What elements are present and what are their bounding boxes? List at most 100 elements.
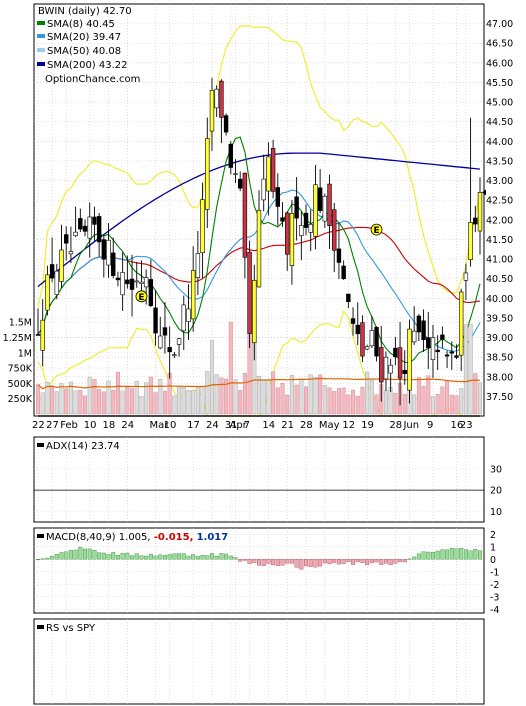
candle-body <box>289 213 295 266</box>
date-tick-label: 28 <box>389 420 402 431</box>
macd-histogram-bar <box>238 559 243 562</box>
volume-tick-label: 1.5M <box>9 318 32 329</box>
macd-histogram-bar <box>97 552 102 560</box>
volume-bar <box>416 377 421 415</box>
legend-sma50: SMA(50) 40.08 <box>47 46 121 57</box>
price-tick-label: 44.50 <box>486 117 513 128</box>
macd-plot-area <box>33 527 485 614</box>
volume-bar <box>101 391 106 415</box>
macd-histogram-bar <box>111 552 116 560</box>
candle-body <box>139 281 144 284</box>
candle-body <box>440 334 445 340</box>
macd-histogram-bar <box>54 554 59 560</box>
legend-swatch-sma8 <box>37 21 45 25</box>
macd-histogram-bar <box>266 559 271 564</box>
macd-histogram-bar <box>322 559 327 564</box>
macd-histogram-bar <box>139 555 144 560</box>
macd-histogram-bar <box>261 559 266 566</box>
macd-histogram-bar <box>247 559 252 564</box>
candle-body <box>167 347 172 353</box>
volume-bar <box>365 371 370 415</box>
candle-body <box>256 210 262 288</box>
candle-body <box>463 272 469 281</box>
macd-histogram-bar <box>445 549 450 560</box>
rs-panel: RS vs SPY <box>33 415 485 705</box>
candle-body <box>379 347 384 383</box>
adx-panel: 30 20 10 ADX(14) 23.74 <box>33 415 502 523</box>
candle-body <box>468 221 473 260</box>
macd-histogram-bar <box>209 553 214 560</box>
volume-bar <box>294 384 299 415</box>
candle-body <box>402 369 407 374</box>
sma200-line <box>37 152 481 288</box>
macd-histogram-bar <box>463 549 468 560</box>
volume-bar <box>402 393 407 415</box>
price-tick-label: 43.50 <box>486 156 513 167</box>
volume-bar <box>59 383 64 415</box>
candle-body <box>219 80 224 118</box>
macd-histogram-bar <box>280 559 285 566</box>
candle-body <box>143 277 149 288</box>
candle-body <box>101 239 107 260</box>
volume-bar <box>153 392 158 415</box>
macd-histogram-bar <box>106 554 111 560</box>
candle-body <box>68 251 74 255</box>
volume-bar <box>134 381 139 415</box>
candle-body <box>322 195 328 222</box>
price-tick-label: 42.50 <box>486 196 513 207</box>
macd-histogram-bar <box>318 559 323 567</box>
volume-bar <box>459 388 464 415</box>
volume-bar <box>299 378 304 415</box>
candle-body <box>294 196 299 219</box>
price-tick-label: 47.00 <box>486 19 513 30</box>
macd-histogram-bar <box>186 555 191 560</box>
macd-histogram-bar <box>130 555 135 560</box>
volume-bar <box>271 371 276 415</box>
date-tick-label: 14 <box>262 420 275 431</box>
legend-sma20: SMA(20) 39.47 <box>47 32 121 43</box>
candle-body <box>87 216 92 239</box>
candle-body <box>458 291 464 356</box>
macd-histogram-bar <box>219 553 224 560</box>
macd-histogram-bar <box>327 559 332 565</box>
macd-histogram-bar <box>92 550 97 560</box>
volume-average-line <box>37 377 481 390</box>
volume-bar <box>468 323 473 415</box>
candle-body <box>270 148 276 192</box>
price-tick-label: 38.50 <box>486 353 513 364</box>
adx-label-swatch <box>37 443 44 447</box>
volume-bar <box>332 391 337 415</box>
candle-body <box>162 327 168 336</box>
volume-bar <box>205 371 210 415</box>
candle-body <box>355 324 360 335</box>
macd-tick-label: 0 <box>490 555 496 566</box>
date-tick-label: 21 <box>281 420 294 431</box>
candle-body <box>313 184 318 237</box>
candle-body <box>111 252 116 276</box>
candle-body <box>209 90 215 132</box>
candle-body <box>134 280 139 283</box>
candle-body <box>195 253 201 279</box>
volume-bar <box>445 380 450 415</box>
candle-body <box>45 274 50 311</box>
macd-tick-label: -2 <box>490 580 499 591</box>
volume-bar <box>478 382 483 415</box>
volume-bar <box>40 392 45 415</box>
volume-bar <box>87 377 92 415</box>
macd-histogram-bar <box>388 559 393 566</box>
candle-body <box>285 212 290 255</box>
macd-histogram-bar <box>144 555 149 560</box>
macd-histogram-bar <box>233 557 238 560</box>
candle-body <box>449 351 454 354</box>
candle-body <box>82 225 88 232</box>
candle-body <box>261 178 266 201</box>
volume-bar <box>64 388 69 415</box>
date-tick-label: Mar <box>150 420 170 431</box>
volume-bar <box>111 389 116 415</box>
macd-histogram-bar <box>153 555 158 560</box>
candle-body <box>120 272 125 296</box>
last-price-pointer <box>482 189 486 196</box>
candle-body <box>96 216 102 243</box>
legend-swatch-sma20 <box>37 34 45 38</box>
macd-histogram-bar <box>351 559 356 565</box>
